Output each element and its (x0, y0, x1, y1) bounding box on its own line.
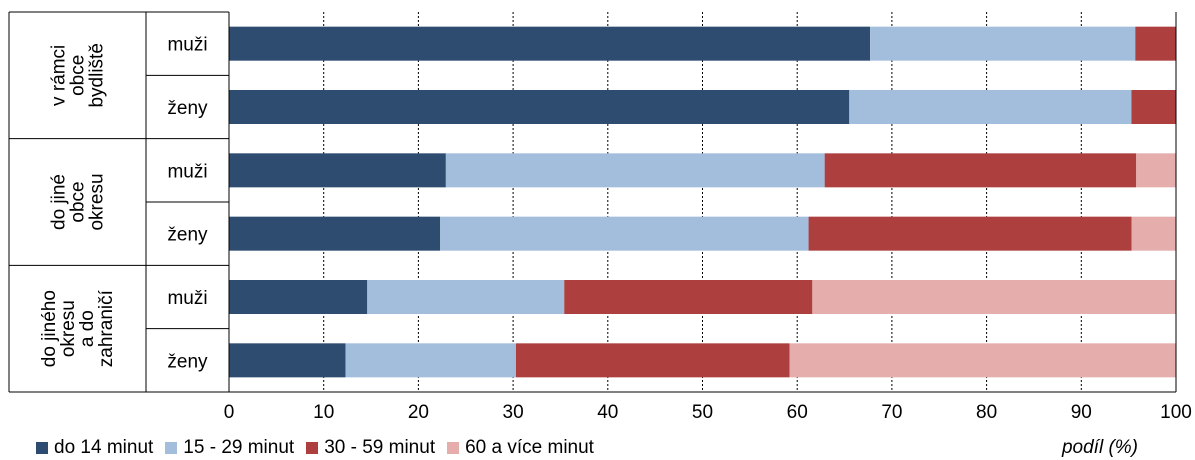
bar-segment (812, 280, 1176, 314)
x-tick-label: 90 (1071, 402, 1092, 423)
legend-swatch-icon (165, 442, 178, 454)
bar-segment (870, 26, 1136, 61)
category-label: muži (167, 35, 207, 56)
x-tick-label: 100 (1160, 402, 1192, 423)
legend-swatch-icon (306, 442, 319, 454)
bar-segment (229, 216, 441, 251)
x-tick-label: 60 (787, 402, 808, 423)
x-tick-label: 50 (692, 402, 713, 423)
legend-item-2: 30 - 59 minut (306, 437, 435, 459)
group-label-line: okresu (58, 300, 79, 357)
legend: do 14 minut 15 - 29 minut 30 - 59 minut … (36, 437, 606, 459)
x-axis-label: podíl (%) (1061, 437, 1138, 458)
label-frame (8, 11, 1177, 393)
group-label-text: do jinéhookresua dozahraničí (39, 289, 117, 367)
group-label-line: do jiného (39, 290, 60, 367)
x-tick-label: 80 (976, 402, 997, 423)
bar-segment (229, 153, 446, 188)
bar-segment (229, 26, 871, 61)
group-label-line: zahraničí (96, 289, 117, 367)
bar-segment (229, 280, 368, 314)
bar-segment (564, 280, 813, 314)
bar-segment (515, 343, 790, 378)
x-tick-label: 20 (408, 402, 429, 423)
bar-segment (1131, 90, 1176, 124)
group-label: do jinéhookresua dozahraničí (39, 289, 117, 367)
legend-label: 30 - 59 minut (324, 437, 436, 458)
x-tick-label: 0 (224, 402, 235, 423)
gridlines (323, 12, 1177, 392)
legend-item-0: do 14 minut (36, 437, 153, 459)
category-label: ženy (167, 351, 208, 372)
bars (229, 26, 1176, 378)
legend-label: 15 - 29 minut (183, 437, 295, 458)
bar-segment (229, 90, 850, 124)
group-label-line: do jiné (49, 174, 70, 230)
bar-segment (445, 153, 825, 188)
legend-swatch-icon (36, 442, 48, 454)
bar-segment (1136, 153, 1176, 188)
legend-swatch-icon (447, 442, 460, 454)
x-tick-label: 30 (503, 402, 524, 423)
x-axis-ticks: 0 10 20 30 40 50 60 70 80 90 100 (224, 402, 1192, 423)
group-label-line: obce (68, 181, 89, 222)
group-label-text: v rámciobcebydliště (49, 43, 108, 107)
group-label: v rámciobcebydliště (49, 43, 108, 107)
bar-segment (849, 90, 1132, 124)
x-tick-label: 40 (597, 402, 618, 423)
category-label: ženy (167, 225, 208, 246)
group-label: do jinéobceokresu (49, 173, 108, 230)
group-label-line: bydliště (87, 43, 108, 107)
group-label-line: a do (77, 310, 98, 347)
category-label: muži (167, 161, 207, 182)
bar-segment (824, 153, 1137, 188)
group-label-line: obce (68, 55, 89, 96)
bar-segment (345, 343, 516, 378)
category-label: muži (167, 288, 207, 309)
bar-segment (1131, 216, 1176, 251)
legend-label: 60 a více minut (465, 437, 594, 458)
bar-segment (440, 216, 809, 251)
bar-segment (808, 216, 1132, 251)
group-label-line: okresu (87, 173, 108, 230)
legend-label: do 14 minut (54, 437, 154, 458)
legend-item-3: 60 a více minut (447, 437, 594, 459)
x-tick-label: 10 (313, 402, 334, 423)
group-label-text: do jinéobceokresu (49, 173, 108, 230)
legend-item-1: 15 - 29 minut (165, 437, 294, 459)
category-label: ženy (167, 98, 208, 119)
bar-segment (367, 280, 565, 314)
bar-segment (789, 343, 1176, 378)
group-label-line: v rámci (49, 45, 70, 106)
bar-segment (1135, 26, 1176, 61)
x-tick-label: 70 (881, 402, 902, 423)
bar-segment (229, 343, 346, 378)
